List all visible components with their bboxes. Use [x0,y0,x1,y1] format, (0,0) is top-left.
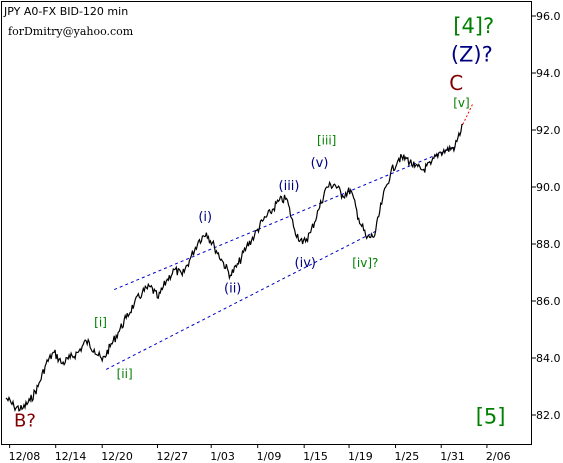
y-tick-label: 84.0 [536,352,561,365]
x-tick-label: 1/03 [210,450,235,463]
wave-label: (iii) [279,179,300,194]
price-series [5,104,473,412]
y-axis: 82.0 84.0 86.0 88.0 90.0 92.0 94.0 96.0 [531,10,561,422]
y-tick-label: 92.0 [536,124,561,137]
x-tick-label: 12/20 [101,450,133,463]
channel-line [114,146,456,291]
x-tick-label: 2/06 [486,450,511,463]
watermark-email: forDmitry@yahoo.com [8,25,134,38]
y-tick-label: 94.0 [536,67,561,80]
x-tick-label: 1/19 [348,450,373,463]
x-tick-label: 1/15 [303,450,328,463]
wave-label: (iv) [295,256,316,271]
y-tick-label: 82.0 [536,409,561,422]
y-tick-label: 86.0 [536,295,561,308]
wave-label: [5] [476,405,506,429]
x-tick-label: 1/25 [395,450,420,463]
x-axis: 12/08 12/14 12/20 12/27 1/03 1/09 1/15 1/19 1/25… [9,444,511,463]
wave-label: (v) [311,156,329,171]
y-tick-label: 96.0 [536,10,561,23]
wave-label: (Z)? [451,43,493,67]
channel-lines [105,146,456,370]
y-tick-label: 88.0 [536,238,561,251]
chart-title: JPY A0-FX BID-120 min [3,5,128,18]
wave-label: (ii) [224,281,241,296]
wave-label: [v] [453,96,469,110]
wave-label: [iv]? [352,256,378,270]
x-tick-label: 1/09 [257,450,282,463]
price-line [5,123,464,412]
wave-label: (i) [198,210,212,225]
x-tick-label: 12/27 [156,450,188,463]
wave-label: [ii] [117,367,133,381]
wave-annotations: B? [i] [ii] (i) (ii) (iii) (iv) [iii] (v) [iv]? [v… [14,14,505,431]
x-tick-label: 12/08 [9,450,41,463]
wave-label: B? [14,410,36,431]
wave-label: C [449,71,463,95]
x-tick-label: 1/31 [440,450,465,463]
x-tick-label: 12/14 [55,450,87,463]
wave-label: [i] [94,316,107,330]
y-tick-label: 90.0 [536,181,561,194]
wave-label: [iii] [317,133,336,147]
wave-label: [4]? [453,14,494,38]
